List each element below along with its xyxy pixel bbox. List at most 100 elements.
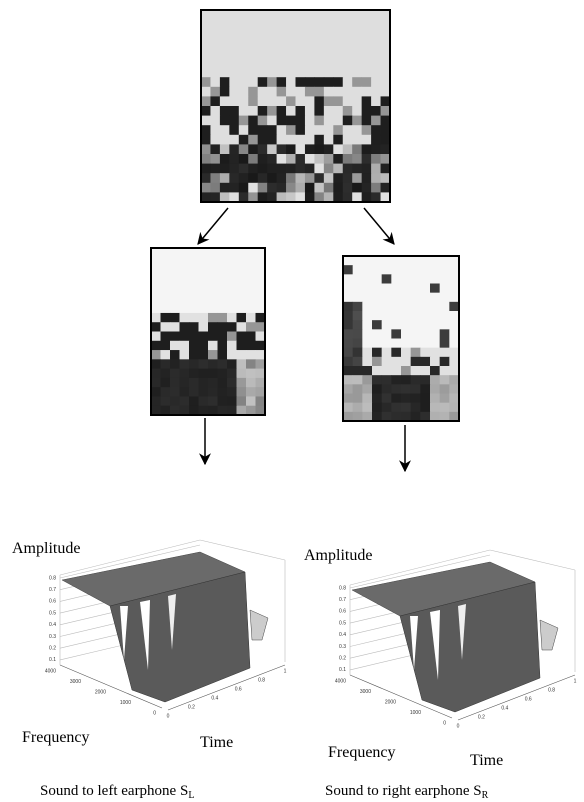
pixel bbox=[440, 311, 450, 321]
pixel bbox=[296, 58, 306, 68]
pixel bbox=[180, 267, 190, 277]
pixel bbox=[151, 267, 161, 277]
pixel bbox=[161, 294, 171, 304]
pixel bbox=[151, 304, 161, 314]
pixel bbox=[258, 183, 268, 193]
pixel bbox=[210, 173, 220, 183]
pixel bbox=[391, 394, 401, 404]
pixel bbox=[372, 339, 382, 349]
tick-label: 0 bbox=[457, 723, 460, 729]
pixel bbox=[440, 412, 450, 422]
pixel bbox=[277, 135, 287, 145]
axis-label: Time bbox=[200, 734, 233, 751]
pixel bbox=[324, 173, 334, 183]
pixel bbox=[343, 164, 353, 174]
pixel bbox=[286, 173, 296, 183]
pixel bbox=[343, 183, 353, 193]
pixel bbox=[237, 406, 247, 416]
pixel bbox=[151, 257, 161, 267]
pixel bbox=[201, 29, 211, 39]
pixel bbox=[208, 396, 218, 406]
pixel bbox=[333, 20, 343, 30]
pixel bbox=[371, 77, 381, 87]
pixel bbox=[218, 285, 228, 295]
pixel bbox=[218, 267, 228, 277]
pixel bbox=[151, 359, 161, 369]
pixel bbox=[353, 375, 363, 385]
pixel bbox=[314, 144, 324, 154]
pixel bbox=[248, 96, 258, 106]
pixel bbox=[239, 10, 249, 20]
tick-label: 0.2 bbox=[188, 704, 195, 710]
pixel bbox=[430, 384, 440, 394]
pixel bbox=[352, 164, 362, 174]
pixel bbox=[382, 256, 392, 266]
pixel bbox=[352, 87, 362, 97]
pixel bbox=[210, 87, 220, 97]
pixel bbox=[440, 403, 450, 413]
pixel bbox=[161, 369, 171, 379]
pixel bbox=[246, 248, 256, 258]
pixel bbox=[220, 96, 230, 106]
pixel bbox=[256, 350, 266, 360]
pixel bbox=[401, 311, 411, 321]
pixel bbox=[305, 183, 315, 193]
pixel bbox=[352, 68, 362, 78]
pixel bbox=[210, 192, 220, 202]
pixel bbox=[324, 106, 334, 116]
pixel bbox=[229, 96, 239, 106]
pixel bbox=[411, 357, 421, 367]
pixel bbox=[180, 257, 190, 267]
pixel bbox=[449, 320, 459, 330]
pixel bbox=[449, 256, 459, 266]
pixel bbox=[180, 396, 190, 406]
pixel bbox=[277, 125, 287, 135]
pixel bbox=[170, 294, 180, 304]
pixel bbox=[343, 274, 353, 284]
pixel bbox=[362, 293, 372, 303]
pixel bbox=[210, 29, 220, 39]
pixel bbox=[440, 394, 450, 404]
pixel bbox=[170, 276, 180, 286]
pixel bbox=[411, 339, 421, 349]
tick-label: 4000 bbox=[335, 678, 346, 684]
pixel bbox=[210, 125, 220, 135]
pixel bbox=[189, 294, 199, 304]
pixel bbox=[286, 96, 296, 106]
pixel bbox=[227, 257, 237, 267]
pixel bbox=[382, 339, 392, 349]
pixel bbox=[248, 20, 258, 30]
pixel bbox=[371, 48, 381, 58]
pixel bbox=[248, 58, 258, 68]
pixel bbox=[208, 257, 218, 267]
pixel bbox=[352, 20, 362, 30]
pixel bbox=[201, 154, 211, 164]
pixel bbox=[246, 406, 256, 416]
axis-line bbox=[200, 540, 285, 560]
pixel bbox=[382, 293, 392, 303]
pixel bbox=[430, 293, 440, 303]
pixel bbox=[401, 412, 411, 422]
pixel bbox=[220, 173, 230, 183]
pixel bbox=[401, 339, 411, 349]
pixel bbox=[258, 58, 268, 68]
pixel bbox=[208, 341, 218, 351]
pixel bbox=[180, 378, 190, 388]
pixel bbox=[324, 87, 334, 97]
pixel bbox=[161, 387, 171, 397]
pixel bbox=[239, 192, 249, 202]
pixel bbox=[237, 369, 247, 379]
pixel bbox=[411, 311, 421, 321]
pixel bbox=[381, 48, 391, 58]
pixel bbox=[218, 406, 228, 416]
pixel bbox=[199, 387, 209, 397]
tick-label: 0.4 bbox=[211, 695, 218, 701]
pixel bbox=[362, 357, 372, 367]
pixel bbox=[267, 125, 277, 135]
pixel bbox=[161, 322, 171, 332]
pixel bbox=[381, 116, 391, 126]
pixel bbox=[430, 320, 440, 330]
pixel bbox=[411, 284, 421, 294]
pixel bbox=[352, 106, 362, 116]
pixel bbox=[201, 10, 211, 20]
